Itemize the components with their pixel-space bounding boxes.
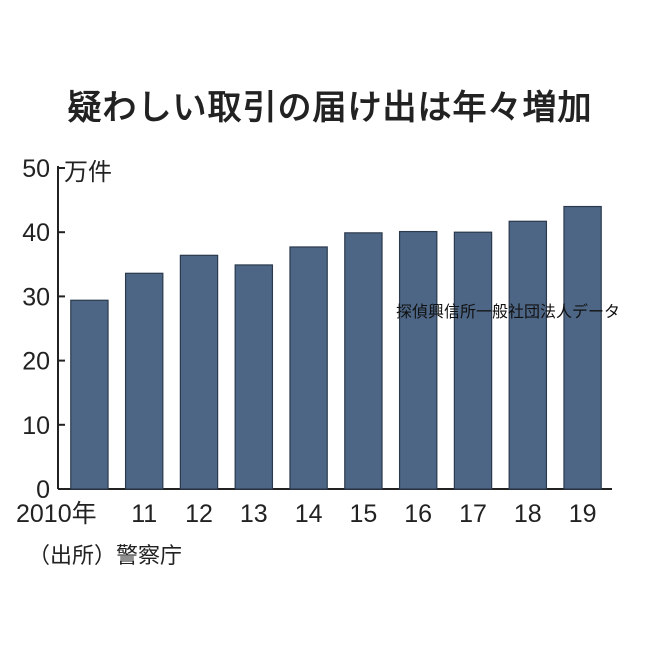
x-tick-label: 17 xyxy=(459,500,487,528)
source-label: （出所）警察庁 xyxy=(28,544,183,569)
bar-12 xyxy=(179,254,219,490)
bar-11 xyxy=(124,272,164,490)
x-tick-label: 19 xyxy=(569,500,597,528)
y-tick-label: 40 xyxy=(22,219,50,247)
bar-19 xyxy=(563,205,602,490)
bar-14 xyxy=(289,246,328,490)
y-tick-label: 30 xyxy=(22,283,50,311)
x-tick-label: 18 xyxy=(514,500,542,528)
x-tick-label: 13 xyxy=(240,500,268,528)
bar-17 xyxy=(453,231,493,490)
x-tick-label: 2010年 xyxy=(16,500,97,528)
bar-16 xyxy=(398,230,438,490)
y-tick-label: 0 xyxy=(36,476,50,504)
x-tick-label: 16 xyxy=(404,500,432,528)
overlay-note: 探偵興信所一般社団法人データ xyxy=(396,302,621,321)
bar-13 xyxy=(234,264,274,490)
y-tick-label: 10 xyxy=(22,412,50,440)
x-tick-label: 15 xyxy=(349,500,377,528)
bar-18 xyxy=(508,220,548,490)
bar-15 xyxy=(344,232,383,490)
bar-2010年 xyxy=(70,299,109,490)
axis-labels: 0 10 20 30 40 50 2010年 11 12 13 14 15 16 17 18 19 xyxy=(16,155,597,528)
y-unit-label: 万件 xyxy=(64,158,112,186)
bars xyxy=(70,205,602,490)
y-tick-label: 20 xyxy=(22,348,50,376)
y-tick-label: 50 xyxy=(22,155,50,183)
x-tick-label: 14 xyxy=(295,500,323,528)
chart-title: 疑わしい取引の届け出は年々増加 xyxy=(67,88,593,128)
x-tick-label: 11 xyxy=(131,500,157,528)
x-tick-label: 12 xyxy=(185,500,213,528)
